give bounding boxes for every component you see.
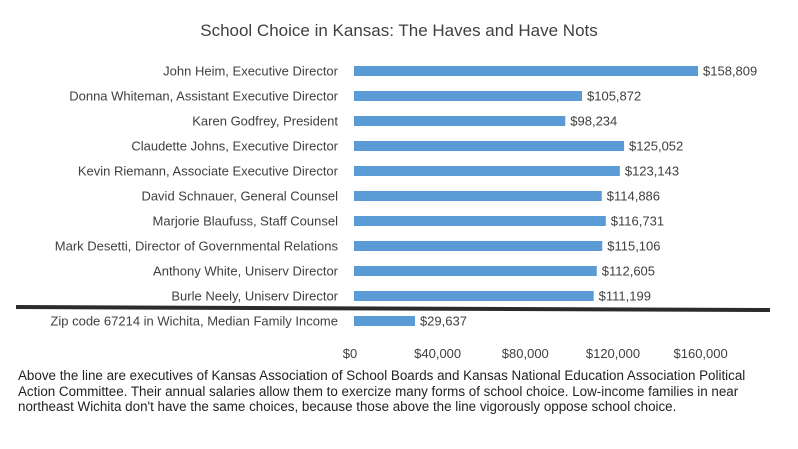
- bar: [354, 166, 620, 176]
- category-label: David Schnauer, General Counsel: [141, 189, 338, 204]
- bar: [354, 141, 625, 151]
- data-label: $112,605: [602, 264, 655, 279]
- data-label: $125,052: [629, 139, 683, 154]
- x-tick-label: $0: [343, 346, 357, 361]
- x-axis-ticks: $0 $40,000 $80,000 $120,000 $160,000: [343, 346, 728, 361]
- bar: [354, 216, 606, 226]
- bars-layer: John Heim, Executive Director $158,809 Don…: [15, 64, 771, 329]
- data-label: $114,886: [607, 189, 660, 204]
- category-label: Marjorie Blaufuss, Staff Counsel: [153, 214, 339, 229]
- bar: [354, 116, 566, 126]
- category-label: Donna Whiteman, Assistant Executive Dire…: [69, 89, 338, 104]
- category-label: Burle Neely, Uniserv Director: [171, 289, 338, 304]
- category-label: Claudette Johns, Executive Director: [131, 139, 338, 154]
- bar: [354, 266, 597, 276]
- data-label: $29,637: [420, 314, 467, 329]
- bar: [354, 66, 699, 76]
- data-label: $115,106: [607, 239, 660, 254]
- x-tick-label: $40,000: [414, 346, 461, 361]
- chart-title: School Choice in Kansas: The Haves and H…: [200, 21, 598, 40]
- data-label: $123,143: [625, 164, 679, 179]
- chart-caption: Above the line are executives of Kansas …: [18, 368, 746, 415]
- data-label: $111,199: [599, 289, 651, 304]
- data-label: $98,234: [570, 114, 617, 129]
- bar: [354, 191, 602, 201]
- bar-chart: School Choice in Kansas: The Haves and H…: [15, 21, 771, 361]
- data-label: $105,872: [587, 89, 641, 104]
- category-label: Kevin Riemann, Associate Executive Direc…: [78, 164, 339, 179]
- data-label: $116,731: [611, 214, 664, 229]
- x-tick-label: $120,000: [586, 346, 640, 361]
- category-label: Karen Godfrey, President: [192, 114, 338, 129]
- bar: [354, 291, 594, 301]
- bar: [354, 91, 583, 101]
- data-label: $158,809: [703, 64, 757, 79]
- x-tick-label: $80,000: [502, 346, 549, 361]
- bar: [354, 316, 415, 326]
- category-label: Zip code 67214 in Wichita, Median Family…: [50, 314, 338, 329]
- category-label: Anthony White, Uniserv Director: [153, 264, 339, 279]
- bar: [354, 241, 603, 251]
- category-label: John Heim, Executive Director: [163, 64, 339, 79]
- x-tick-label: $160,000: [674, 346, 728, 361]
- divider-line: [15, 305, 771, 312]
- category-label: Mark Desetti, Director of Governmental R…: [55, 239, 339, 254]
